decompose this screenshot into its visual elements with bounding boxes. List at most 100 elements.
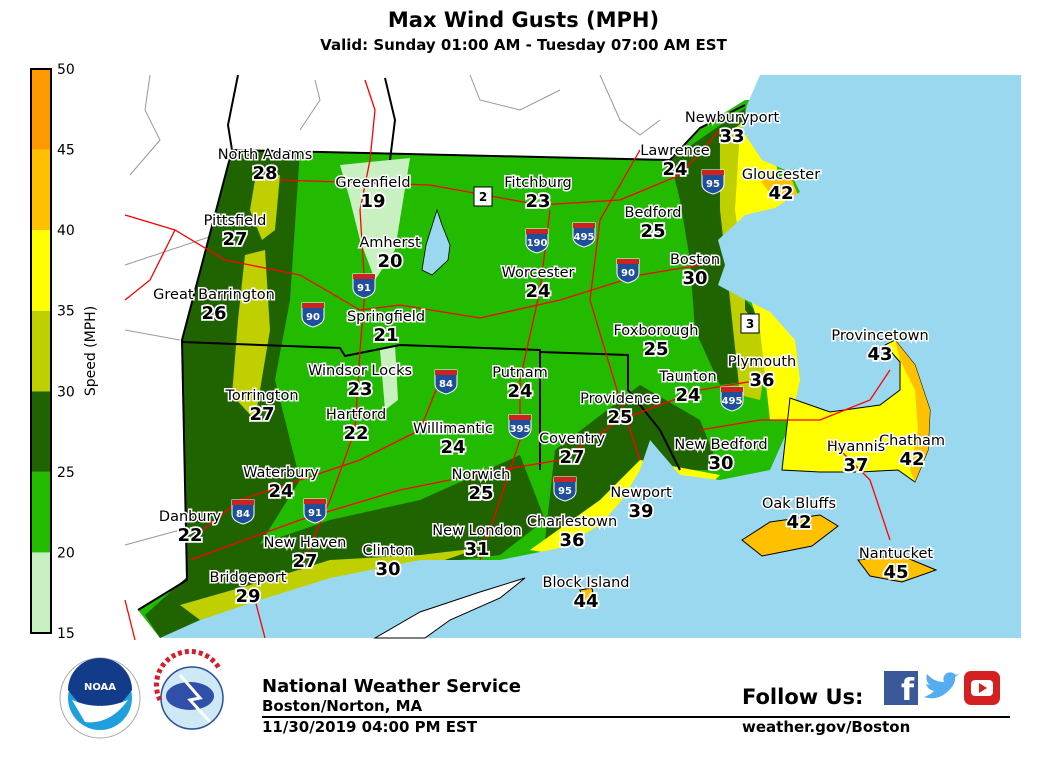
city-name: Oak Bluffs — [762, 496, 836, 512]
interstate-shield: 90 — [301, 302, 325, 328]
route-markers: 23 — [473, 186, 760, 334]
gust-value: 24 — [507, 381, 532, 402]
youtube-icon[interactable] — [964, 671, 1000, 705]
interstate-shield: 95 — [701, 169, 725, 195]
noaa-logo-text: NOAA — [84, 682, 116, 693]
footer-org: National Weather Service — [262, 676, 521, 697]
gust-value: 19 — [360, 191, 385, 212]
zone-light-valley — [340, 158, 410, 280]
footer-office: Boston/Norton, MA — [262, 697, 423, 715]
city-name: Lawrence — [640, 143, 710, 159]
colorbar-tick: 15 — [57, 626, 75, 642]
gust-value: 28 — [252, 163, 277, 184]
colorbar-tick: 40 — [57, 223, 75, 239]
colorbar-band — [31, 391, 51, 472]
nantucket — [857, 554, 938, 583]
gust-value: 42 — [786, 512, 811, 533]
city-name: Foxborough — [613, 323, 698, 339]
gust-value: 24 — [268, 481, 293, 502]
city-name: New Bedford — [674, 437, 767, 453]
gust-value: 24 — [440, 437, 465, 458]
city-name: Bridgeport — [210, 570, 287, 586]
twitter-icon[interactable] — [922, 671, 962, 705]
interstate-shield: 84 — [231, 499, 255, 525]
gust-value: 25 — [643, 339, 668, 360]
shield-number: 91 — [357, 283, 371, 294]
city-name: Plymouth — [728, 354, 796, 370]
gust-value: 30 — [682, 268, 707, 289]
route-number: 3 — [746, 317, 754, 331]
gust-value: 33 — [719, 126, 744, 147]
city-name: Charlestown — [527, 514, 617, 530]
gust-value: 24 — [662, 159, 687, 180]
block-island — [579, 587, 595, 603]
gust-value: 27 — [559, 447, 584, 468]
city-name: New Haven — [264, 535, 347, 551]
gust-value: 20 — [377, 251, 402, 272]
gust-value: 43 — [867, 344, 892, 365]
colorbar-label: Speed (MPH) — [83, 306, 99, 396]
shield-number: 395 — [510, 424, 531, 435]
shield-number: 495 — [574, 232, 595, 243]
city-name: Nantucket — [859, 546, 934, 562]
interstate-shield: 91 — [352, 273, 376, 299]
facebook-icon[interactable]: f — [884, 671, 918, 705]
gust-value: 39 — [628, 501, 653, 522]
gust-value: 23 — [347, 379, 372, 400]
gust-value: 42 — [899, 449, 924, 470]
colorbar-band — [31, 471, 51, 553]
gust-value: 27 — [222, 229, 247, 250]
gust-value: 23 — [525, 191, 550, 212]
colorbar-tick: 50 — [57, 62, 75, 78]
city-name: Block Island — [543, 575, 630, 591]
footer-issued: 11/30/2019 04:00 PM EST — [262, 718, 478, 736]
website-link[interactable]: weather.gov/Boston — [742, 718, 911, 736]
gust-value: 42 — [768, 183, 793, 204]
city-name: Coventry — [539, 431, 605, 447]
outside-county-lines — [124, 74, 661, 546]
city-name: Great Barrington — [153, 287, 275, 303]
zone-olive-west2 — [232, 250, 270, 420]
quabbin-reservoir — [421, 208, 451, 276]
route-marker: 3 — [740, 313, 760, 334]
marthas-vineyard — [741, 514, 839, 557]
city-name: Torrington — [224, 388, 298, 404]
city-name: Norwich — [452, 467, 511, 483]
shield-number: 90 — [621, 268, 635, 279]
colorbar-band — [31, 230, 51, 311]
gust-value: 31 — [464, 539, 489, 560]
shield-number: 84 — [236, 509, 250, 520]
map-title: Max Wind Gusts (MPH) — [387, 8, 660, 32]
route-number: 2 — [479, 190, 487, 204]
city-name: Greenfield — [335, 175, 410, 191]
city-name: Provincetown — [831, 328, 928, 344]
colorbar-frame — [30, 68, 52, 634]
